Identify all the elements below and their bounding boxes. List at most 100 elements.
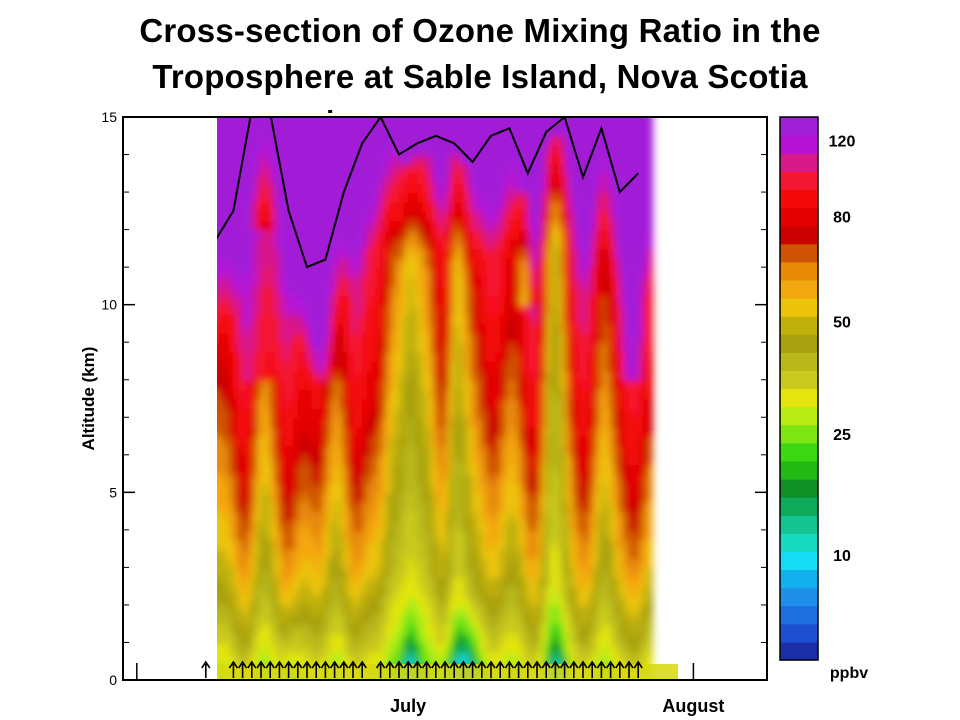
sounding-arrow: [247, 660, 257, 678]
sounding-arrow: [513, 660, 524, 678]
colorbar-segment: [780, 497, 818, 516]
colorbar-segment: [780, 135, 818, 154]
colorbar-segment: [780, 479, 818, 498]
sounding-arrow: [477, 660, 487, 678]
sounding-arrow: [302, 660, 312, 678]
top-marker: [328, 110, 333, 113]
tropopause-series: [217, 117, 639, 269]
colorbar-segment: [780, 316, 818, 335]
ytick-label: 5: [109, 484, 117, 500]
sounding-arrow: [624, 660, 634, 678]
sounding-arrow: [559, 660, 570, 678]
colorbar-segment: [780, 406, 818, 426]
colorbar-tick-label: 80: [833, 210, 851, 227]
chart-title-line-1: Cross-section of Ozone Mixing Ratio in t…: [139, 12, 821, 49]
colorbar-segment: [780, 370, 818, 390]
sounding-arrow: [228, 660, 239, 678]
colorbar-segment: [780, 352, 818, 371]
colorbar-segment: [780, 225, 818, 245]
colorbar-segment: [780, 261, 818, 281]
sounding-arrow: [394, 660, 404, 678]
colorbar-unit: ppbv: [830, 665, 868, 682]
surface-band: [217, 664, 678, 680]
sounding-arrow: [385, 660, 395, 678]
sounding-arrow: [633, 660, 643, 678]
colorbar-segment: [780, 623, 818, 643]
sounding-arrow: [357, 660, 367, 678]
colorbar-segment: [780, 334, 818, 353]
sounding-arrow: [449, 660, 459, 678]
sounding-arrow: [541, 660, 551, 678]
sounding-arrow: [587, 660, 597, 678]
sounding-arrow: [421, 660, 432, 678]
sounding-arrow: [293, 660, 303, 678]
sounding-arrow: [339, 660, 349, 678]
colorbar-segment: [780, 569, 818, 589]
sounding-arrow: [550, 660, 561, 678]
colorbar-segment: [780, 189, 818, 209]
sounding-arrow: [440, 660, 450, 678]
colorbar-tick-label: 25: [833, 427, 851, 444]
sounding-arrow: [329, 660, 340, 678]
sounding-arrow: [311, 660, 321, 678]
sounding-arrow: [605, 660, 616, 678]
colorbar-segment: [780, 117, 818, 136]
sounding-arrow: [431, 660, 441, 678]
sounding-arrow: [412, 660, 423, 678]
colorbar-frame: [779, 116, 819, 661]
colorbar-tick-label: 50: [833, 315, 851, 332]
chart-title-line-2: Troposphere at Sable Island, Nova Scotia: [152, 58, 808, 95]
colorbar-segment: [780, 388, 818, 408]
tropopause-line: [217, 117, 639, 269]
ytick-label: 10: [101, 297, 117, 313]
colorbar-segment: [780, 515, 818, 534]
xtick-label: July: [390, 696, 426, 716]
colorbar-segment: [780, 442, 818, 462]
colorbar-segment: [780, 171, 818, 190]
sounding-arrow: [495, 660, 505, 678]
sounding-markers: [201, 660, 643, 678]
sounding-arrow: [504, 660, 515, 678]
xtick-label: August: [662, 696, 724, 716]
sounding-arrow: [467, 660, 478, 678]
ytick-label: 15: [101, 109, 117, 125]
colorbar-segment: [780, 207, 818, 227]
colorbar-segment: [780, 587, 818, 607]
sounding-arrow: [375, 660, 386, 678]
colorbar-segment: [780, 551, 818, 571]
colorbar-segment: [780, 460, 818, 480]
colorbar-segment: [780, 279, 818, 299]
ozone-heatmap: [217, 117, 678, 680]
sounding-arrow: [283, 660, 294, 678]
y-axis-label: Altitude (km): [79, 347, 98, 451]
sounding-arrow: [274, 660, 285, 678]
colorbar-segment: [780, 424, 818, 444]
sounding-arrow: [615, 660, 625, 678]
colorbar-segment: [780, 243, 818, 263]
sounding-arrow: [201, 660, 211, 678]
colorbar-segment: [780, 533, 818, 552]
sounding-arrow: [596, 660, 607, 678]
colorbar-segment: [780, 605, 818, 625]
sounding-arrow: [486, 660, 496, 678]
sounding-arrow: [523, 660, 533, 678]
plot-frame: [122, 116, 768, 681]
colorbar-segment: [780, 298, 818, 317]
colorbar-tick-label: 10: [833, 548, 851, 565]
sounding-arrow: [532, 660, 542, 678]
plot-axes: 0 5 10 15 Altitude (km) July August: [79, 109, 768, 716]
ytick-label: 0: [109, 672, 117, 688]
colorbar-segment: [780, 641, 818, 661]
colorbar-tick-label: 120: [829, 134, 856, 151]
colorbar: 120 80 50 25 10 ppbv: [779, 116, 868, 682]
sounding-arrow: [578, 660, 588, 678]
sounding-arrow: [348, 660, 358, 678]
sounding-arrow: [256, 660, 266, 678]
sounding-arrow: [320, 660, 331, 678]
colorbar-segment: [780, 153, 818, 172]
sounding-arrow: [458, 660, 469, 678]
sounding-arrow: [237, 660, 248, 678]
sounding-arrow: [569, 660, 579, 678]
